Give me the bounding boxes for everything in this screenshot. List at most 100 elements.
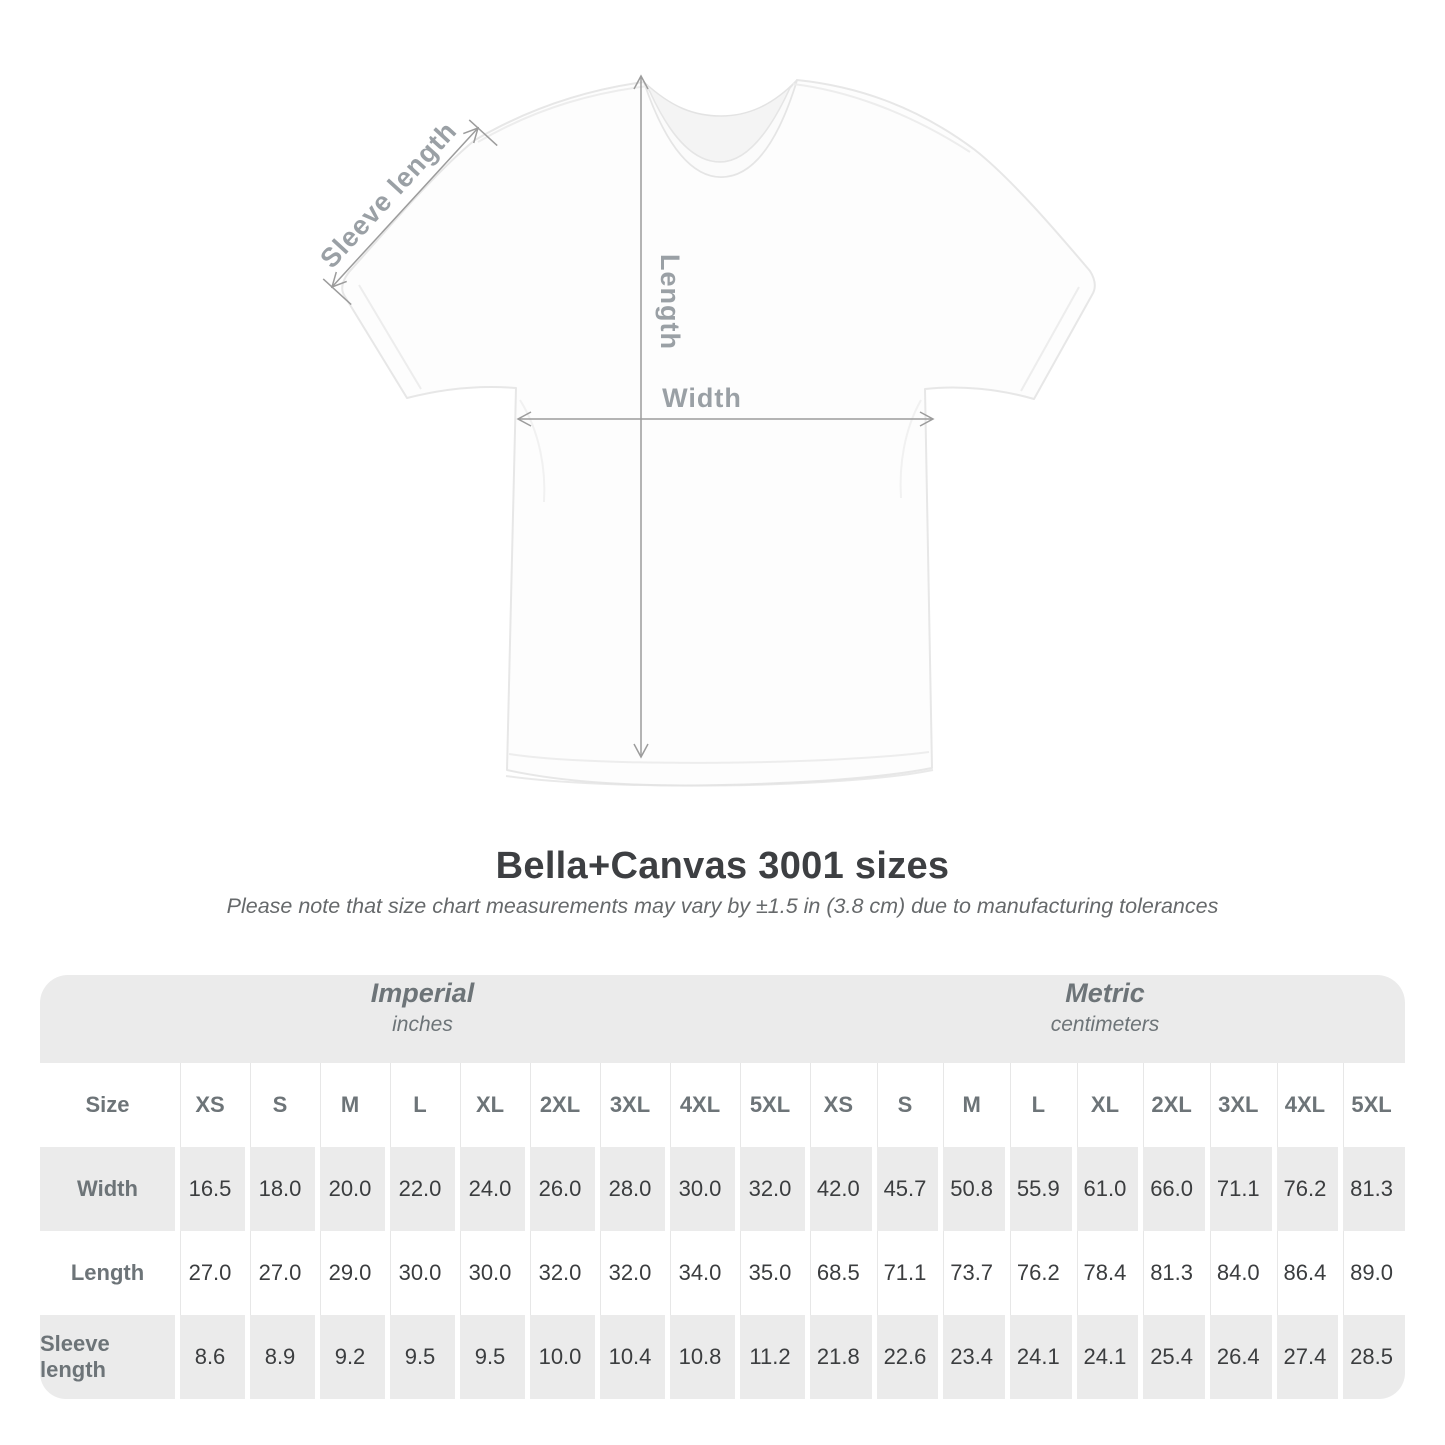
measurement-value-imperial: 22.0 (385, 1147, 455, 1231)
length-arrow (633, 74, 649, 759)
measurement-value-metric: 24.1 (1071, 1315, 1139, 1399)
measurement-value-imperial: 9.5 (455, 1315, 525, 1399)
measurement-value-imperial: 34.0 (665, 1231, 735, 1315)
measurement-value-metric: 86.4 (1271, 1231, 1339, 1315)
size-column-header-metric: 3XL (1204, 1063, 1272, 1147)
table-group-header: Imperial inches Metric centimeters (40, 975, 1405, 1063)
size-table-body: Size XS S M L XL 2XL 3XL 4XL 5XL XS S M L XL 2XL 3XL 4XL 5… (40, 1063, 1405, 1399)
measurement-value-imperial: 28.0 (595, 1147, 665, 1231)
measurement-value-metric: 73.7 (938, 1231, 1005, 1315)
measurement-value-imperial: 32.0 (525, 1231, 595, 1315)
measurement-value-metric: 28.5 (1338, 1315, 1405, 1399)
measurement-row: Width 16.5 18.0 20.0 22.0 24.0 26.0 28.0 30.0 32.… (40, 1147, 1405, 1231)
measurement-value-metric: 78.4 (1071, 1231, 1139, 1315)
tshirt-image (341, 79, 1096, 787)
size-column-header-metric: 4XL (1271, 1063, 1339, 1147)
measurement-value-metric: 76.2 (1004, 1231, 1072, 1315)
measurement-value-metric: 81.3 (1338, 1147, 1405, 1231)
measurement-value-metric: 89.0 (1338, 1231, 1405, 1315)
measurement-value-imperial: 30.0 (665, 1147, 735, 1231)
measurement-value-imperial: 10.0 (525, 1315, 595, 1399)
size-column-header-metric: S (871, 1063, 939, 1147)
size-column-header-imperial: XS (175, 1063, 245, 1147)
size-column-header-metric: 2XL (1138, 1063, 1205, 1147)
imperial-group-label: Imperial (370, 978, 475, 1008)
measurement-value-metric: 22.6 (871, 1315, 939, 1399)
size-header-row: Size XS S M L XL 2XL 3XL 4XL 5XL XS S M L XL 2XL 3XL 4XL 5… (40, 1063, 1405, 1147)
measurement-value-imperial: 16.5 (175, 1147, 245, 1231)
measurement-value-metric: 42.0 (805, 1147, 872, 1231)
measurement-value-metric: 68.5 (805, 1231, 872, 1315)
measurement-value-imperial: 11.2 (735, 1315, 805, 1399)
size-column-header-metric: XS (805, 1063, 872, 1147)
collar-band (643, 79, 798, 178)
measurement-value-metric: 24.1 (1004, 1315, 1072, 1399)
size-column-header-imperial: 5XL (735, 1063, 805, 1147)
measurement-value-imperial: 8.9 (245, 1315, 315, 1399)
size-column-header-imperial: L (385, 1063, 455, 1147)
size-column-header-metric: M (938, 1063, 1005, 1147)
tshirt-measurement-diagram: Sleeve length Length Width (314, 74, 1096, 787)
shirt-seams (358, 83, 1080, 787)
row-label: Length (40, 1231, 175, 1315)
size-column-header-imperial: 4XL (665, 1063, 735, 1147)
metric-group-unit: centimeters (1050, 1013, 1160, 1036)
metric-group-label: Metric (1065, 978, 1145, 1008)
measurement-value-metric: 55.9 (1004, 1147, 1072, 1231)
measurement-value-imperial: 10.8 (665, 1315, 735, 1399)
measurement-value-metric: 84.0 (1204, 1231, 1272, 1315)
measurement-value-metric: 71.1 (1204, 1147, 1272, 1231)
measurement-value-imperial: 27.0 (175, 1231, 245, 1315)
size-column-header-metric: XL (1071, 1063, 1139, 1147)
measurement-value-metric: 76.2 (1271, 1147, 1339, 1231)
tolerance-note: Please note that size chart measurements… (226, 894, 1219, 918)
measurement-value-metric: 61.0 (1071, 1147, 1139, 1231)
measurement-value-imperial: 9.2 (315, 1315, 385, 1399)
measurement-value-imperial: 26.0 (525, 1147, 595, 1231)
measurement-value-imperial: 8.6 (175, 1315, 245, 1399)
measurement-value-metric: 23.4 (938, 1315, 1005, 1399)
measurement-value-metric: 71.1 (871, 1231, 939, 1315)
size-column-header-imperial: 3XL (595, 1063, 665, 1147)
size-column-header-imperial: XL (455, 1063, 525, 1147)
imperial-group-header: Imperial inches (40, 975, 805, 1063)
width-arrow (516, 411, 935, 427)
measurement-value-imperial: 35.0 (735, 1231, 805, 1315)
measurement-value-imperial: 29.0 (315, 1231, 385, 1315)
metric-group-header: Metric centimeters (805, 975, 1405, 1063)
measurement-value-metric: 25.4 (1138, 1315, 1205, 1399)
size-column-header-imperial: M (315, 1063, 385, 1147)
size-column-header-imperial: 2XL (525, 1063, 595, 1147)
size-table: Imperial inches Metric centimeters Size X… (40, 975, 1405, 1399)
measurement-value-imperial: 20.0 (315, 1147, 385, 1231)
measurement-value-imperial: 24.0 (455, 1147, 525, 1231)
measurement-value-imperial: 32.0 (735, 1147, 805, 1231)
width-label: Width (662, 383, 742, 413)
measurement-value-imperial: 10.4 (595, 1315, 665, 1399)
page-title: Bella+Canvas 3001 sizes (495, 845, 950, 887)
measurement-value-imperial: 30.0 (385, 1231, 455, 1315)
measurement-value-imperial: 9.5 (385, 1315, 455, 1399)
measurement-value-metric: 66.0 (1138, 1147, 1205, 1231)
measurement-value-imperial: 18.0 (245, 1147, 315, 1231)
row-label: Width (40, 1147, 175, 1231)
row-label: Sleeve length (40, 1315, 175, 1399)
measurement-value-metric: 45.7 (871, 1147, 939, 1231)
measurement-value-metric: 50.8 (938, 1147, 1005, 1231)
measurement-value-imperial: 32.0 (595, 1231, 665, 1315)
measurement-row: Sleeve length 8.6 8.9 9.2 9.5 9.5 10.0 10.4 10.8… (40, 1315, 1405, 1399)
size-column-header-metric: L (1004, 1063, 1072, 1147)
measurement-value-imperial: 30.0 (455, 1231, 525, 1315)
measurement-row: Length 27.0 27.0 29.0 30.0 30.0 32.0 32.0 34.0 35… (40, 1231, 1405, 1315)
measurement-value-metric: 26.4 (1204, 1315, 1272, 1399)
sleeve-length-arrow (322, 119, 498, 306)
size-corner-header: Size (40, 1063, 175, 1147)
measurement-value-imperial: 27.0 (245, 1231, 315, 1315)
imperial-group-unit: inches (392, 1013, 453, 1036)
size-column-header-imperial: S (245, 1063, 315, 1147)
measurement-value-metric: 81.3 (1138, 1231, 1205, 1315)
measurement-value-metric: 27.4 (1271, 1315, 1339, 1399)
size-column-header-metric: 5XL (1338, 1063, 1405, 1147)
measurement-value-metric: 21.8 (805, 1315, 872, 1399)
